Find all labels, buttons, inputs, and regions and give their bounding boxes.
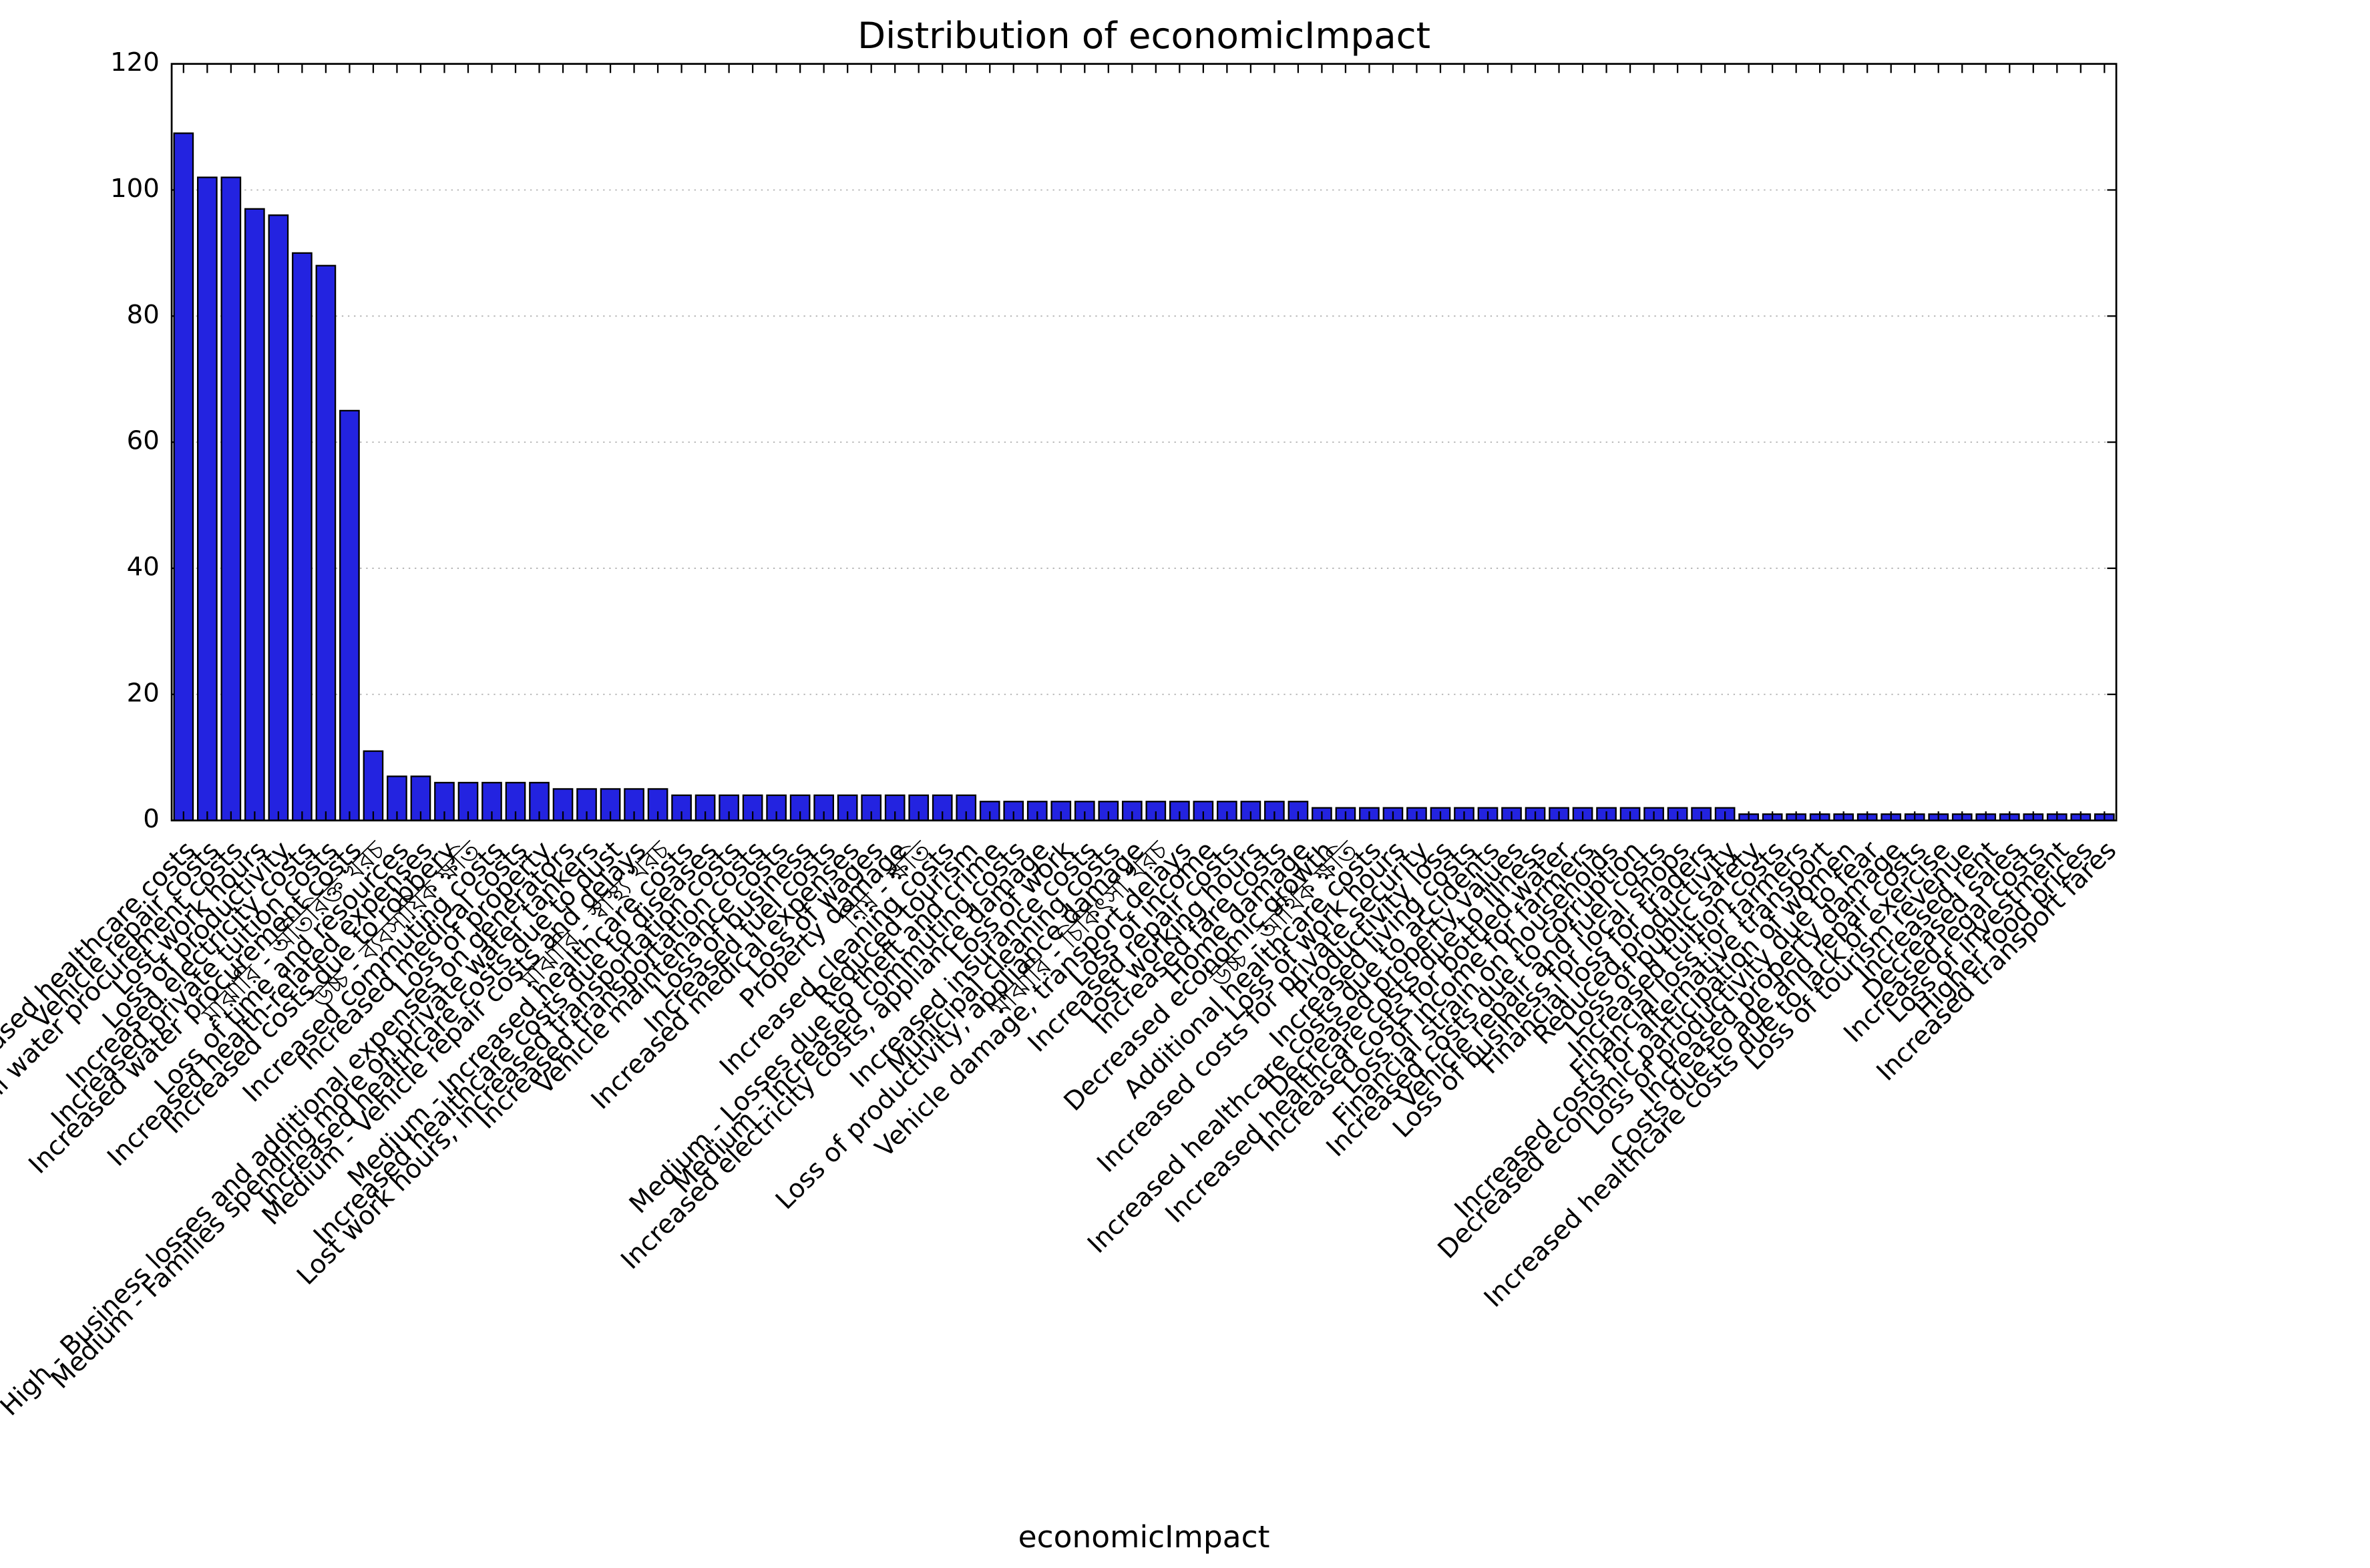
x-axis-label: economicImpact	[1018, 1519, 1270, 1555]
bar	[244, 208, 265, 821]
y-tick-label: 40	[127, 552, 160, 582]
y-tick-label: 0	[143, 804, 160, 834]
y-tick-label: 60	[127, 426, 160, 456]
bar	[719, 794, 739, 821]
y-tick-label: 20	[127, 678, 160, 708]
y-tick-label: 100	[110, 174, 160, 204]
bar	[979, 801, 1000, 821]
plot-frame	[170, 63, 2118, 821]
bar	[197, 176, 218, 821]
bar	[292, 252, 313, 821]
bar	[220, 176, 242, 821]
y-tick-label: 80	[127, 300, 160, 330]
chart-title: Distribution of economicImpact	[857, 14, 1430, 57]
bar	[363, 750, 384, 821]
bar	[173, 132, 194, 821]
bar	[315, 264, 337, 821]
y-tick-label: 120	[110, 47, 160, 77]
bar	[339, 409, 360, 821]
bar	[268, 214, 289, 821]
